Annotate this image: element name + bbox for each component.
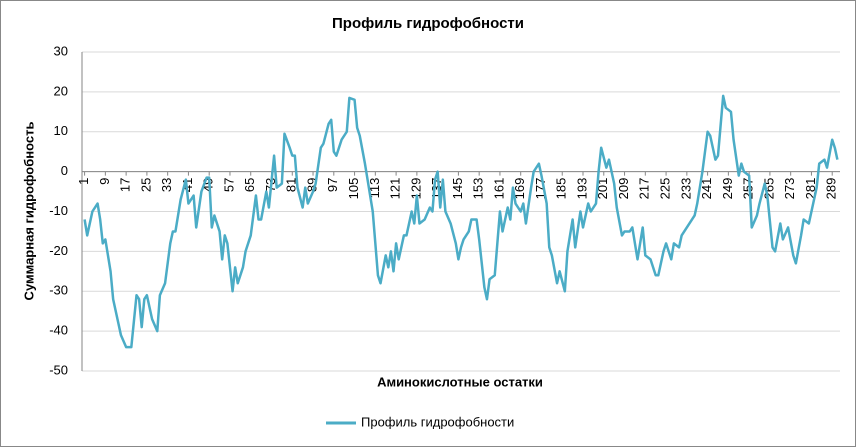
x-tick-label: 169 (512, 178, 527, 200)
x-tick-label: 209 (616, 178, 631, 200)
x-tick-label: 249 (720, 178, 735, 200)
y-tick-label: -40 (49, 323, 68, 338)
x-tick-label: 105 (346, 178, 361, 200)
x-tick-label: 121 (388, 178, 403, 200)
x-tick-label: 241 (699, 178, 714, 200)
x-tick-label: 25 (138, 178, 153, 192)
x-tick-label: 97 (325, 178, 340, 192)
x-tick-label: 81 (284, 178, 299, 192)
x-tick-label: 161 (491, 178, 506, 200)
x-tick-label: 9 (97, 178, 112, 185)
x-tick-label: 201 (595, 178, 610, 200)
y-axis-title: Суммарная гидрофобность (21, 122, 36, 301)
x-tick-label: 233 (678, 178, 693, 200)
x-tick-label: 1 (76, 178, 91, 185)
x-tick-label: 225 (658, 178, 673, 200)
x-tick-label: 193 (574, 178, 589, 200)
x-tick-label: 129 (408, 178, 423, 200)
y-tick-label: 0 (61, 163, 68, 178)
x-tick-label: 273 (782, 178, 797, 200)
x-tick-label: 33 (159, 178, 174, 192)
y-tick-label: -20 (49, 243, 68, 258)
x-tick-label: 217 (637, 178, 652, 200)
x-tick-label: 185 (554, 178, 569, 200)
y-tick-label: 20 (54, 83, 68, 98)
x-tick-label: 289 (824, 178, 839, 200)
x-axis-title: Аминокислотные остатки (377, 374, 543, 389)
x-tick-label: 17 (118, 178, 133, 192)
y-tick-label: -10 (49, 203, 68, 218)
x-tick-label: 57 (221, 178, 236, 192)
y-tick-label: 10 (54, 123, 68, 138)
series-line (83, 94, 839, 349)
y-tick-label: -30 (49, 283, 68, 298)
y-tick-label: 30 (54, 43, 68, 58)
x-tick-label: 145 (450, 178, 465, 200)
legend-label: Профиль гидрофобности (361, 414, 514, 429)
y-tick-label: -50 (49, 362, 68, 377)
x-tick-label: 153 (471, 178, 486, 200)
x-tick-label: 257 (741, 178, 756, 200)
chart-title: Профиль гидрофобности (332, 15, 524, 32)
x-tick-label: 65 (242, 178, 257, 192)
